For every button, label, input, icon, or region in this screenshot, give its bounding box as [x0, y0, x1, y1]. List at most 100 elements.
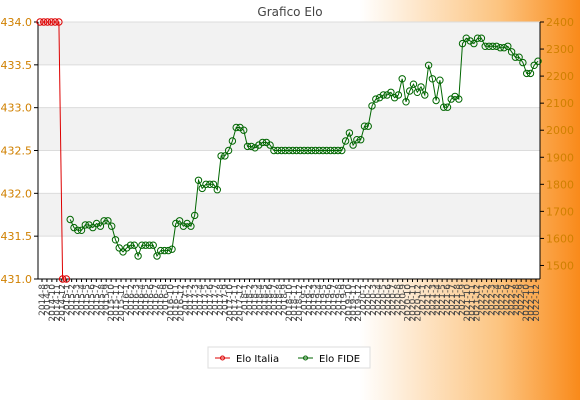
data-point-elo-fide — [126, 241, 135, 249]
x-axis-tick-label: 2014-9 — [43, 284, 53, 316]
data-point-elo-fide — [334, 146, 342, 155]
x-axis-tick-label: 2015-4 — [78, 284, 88, 316]
data-point-elo-fide — [307, 146, 316, 155]
data-point-elo-fide — [458, 39, 467, 48]
data-point-elo-fide — [160, 246, 169, 255]
data-point-elo-fide — [357, 136, 365, 144]
data-point-elo-fide — [104, 217, 112, 225]
data-point-elo-fide — [232, 123, 240, 132]
x-axis-tick-label: 2018-9 — [280, 284, 290, 316]
data-point-elo-fide — [440, 103, 448, 111]
x-axis-tick-label: 2021-4 — [433, 284, 443, 316]
left-axis-tick-label: 433.0 — [1, 102, 33, 115]
x-axis-tick-label: 2021-7 — [448, 284, 458, 316]
right-axis-tick-label: 2100 — [546, 97, 574, 110]
data-point-elo-italia — [58, 275, 67, 283]
data-point-elo-fide — [319, 146, 327, 155]
data-point-elo-fide — [500, 44, 508, 52]
x-axis-tick-label: 2017-8 — [216, 284, 226, 316]
x-axis-tick-label: 2015-1 — [63, 284, 73, 316]
x-axis-tick-label: 2014-12 — [58, 284, 68, 322]
x-axis-tick-label: 2015-5 — [82, 284, 92, 316]
x-axis-tick-label: 2022-9 — [517, 284, 527, 316]
x-axis-tick-label: 2019-8 — [334, 284, 344, 316]
data-point-elo-fide — [526, 69, 535, 78]
legend-label-elo-italia: Elo Italia — [236, 354, 279, 365]
x-axis-tick-label: 2018-7 — [270, 284, 280, 316]
data-point-elo-fide — [277, 146, 286, 155]
x-axis-tick-label: 2019-7 — [329, 284, 339, 316]
x-axis-tick-label: 2018-11 — [290, 284, 300, 322]
data-point-elo-fide — [409, 80, 418, 88]
data-point-elo-fide — [209, 180, 218, 189]
x-axis-tick-label: 2016-10 — [166, 284, 176, 322]
x-axis-tick-label: 2016-6 — [147, 284, 157, 316]
x-axis-tick-label: 2021-6 — [443, 284, 453, 316]
data-point-elo-fide — [81, 221, 90, 229]
x-axis-tick-label: 2022-12 — [532, 284, 542, 322]
data-point-elo-fide — [534, 57, 542, 65]
data-point-elo-fide — [217, 152, 225, 160]
data-point-elo-fide — [413, 88, 421, 97]
data-point-elo-fide — [360, 122, 369, 130]
data-point-elo-fide — [300, 146, 308, 155]
data-point-elo-fide — [258, 138, 267, 147]
x-axis-tick-label: 2020-2 — [364, 284, 374, 316]
data-point-elo-italia — [36, 18, 44, 26]
data-point-elo-italia — [55, 18, 63, 26]
right-axis-tick-label: 1500 — [546, 259, 574, 272]
x-axis-tick-label: 2016-2 — [127, 284, 137, 316]
x-axis-tick-label: 2020-10 — [404, 284, 414, 322]
data-point-elo-fide — [187, 222, 195, 230]
x-axis-tick-label: 2018-5 — [260, 284, 270, 316]
data-point-elo-fide — [496, 44, 504, 52]
left-axis-tick-label: 432.0 — [1, 187, 33, 200]
data-point-elo-fide — [289, 146, 297, 155]
x-axis-tick-label: 2022-3 — [488, 284, 498, 316]
x-axis-tick-label: 2020-12 — [413, 284, 423, 322]
data-point-elo-fide — [304, 146, 312, 155]
data-point-elo-fide — [492, 42, 501, 50]
data-point-elo-italia — [40, 18, 48, 26]
left-axis-tick-label: 431.0 — [1, 273, 33, 286]
data-point-elo-fide — [202, 180, 210, 189]
x-axis-tick-label: 2018-1 — [241, 284, 251, 316]
data-point-elo-fide — [507, 48, 516, 56]
data-point-elo-fide — [292, 146, 301, 155]
chart-title: Grafico Elo — [257, 5, 322, 19]
x-axis-tick-label: 2015-9 — [102, 284, 112, 316]
data-point-elo-fide — [145, 241, 154, 249]
x-axis-tick-label: 2018-6 — [265, 284, 275, 316]
x-axis-tick-label: 2018-8 — [275, 284, 285, 316]
x-axis-tick-label: 2018-12 — [295, 284, 305, 322]
x-axis-tick-label: 2017-2 — [186, 284, 196, 316]
x-axis-tick-label: 2017-4 — [196, 284, 206, 316]
x-axis-tick-label: 2020-5 — [379, 284, 389, 316]
x-axis-tick-label: 2019-1 — [300, 284, 310, 316]
data-point-elo-fide — [111, 236, 120, 244]
x-axis-tick-label: 2016-3 — [132, 284, 142, 316]
data-point-elo-fide — [138, 241, 146, 249]
data-point-elo-italia — [51, 18, 59, 26]
data-point-elo-fide — [424, 61, 433, 70]
x-axis-tick-label: 2014-11 — [53, 284, 63, 322]
right-axis-tick-label: 1700 — [546, 205, 574, 218]
x-axis-tick-label: 2016-12 — [176, 284, 186, 322]
x-axis-tick-label: 2016-4 — [137, 284, 147, 316]
data-point-elo-fide — [247, 142, 256, 151]
data-point-elo-fide — [428, 75, 437, 83]
x-axis-tick-label: 2020-11 — [409, 284, 419, 322]
x-axis-tick-label: 2021-11 — [468, 284, 478, 322]
data-point-elo-fide — [285, 146, 293, 155]
x-axis-tick-label: 2017-10 — [226, 284, 236, 322]
x-axis-tick-label: 2014-8 — [38, 284, 48, 316]
data-point-elo-fide — [66, 215, 74, 224]
data-point-elo-fide — [157, 246, 165, 255]
data-point-elo-fide — [473, 34, 482, 42]
data-point-elo-fide — [372, 95, 380, 103]
x-axis-tick-label: 2015-12 — [117, 284, 127, 322]
x-axis-tick-label: 2022-5 — [497, 284, 507, 316]
data-point-elo-fide — [417, 83, 425, 91]
data-point-elo-fide — [345, 129, 354, 137]
